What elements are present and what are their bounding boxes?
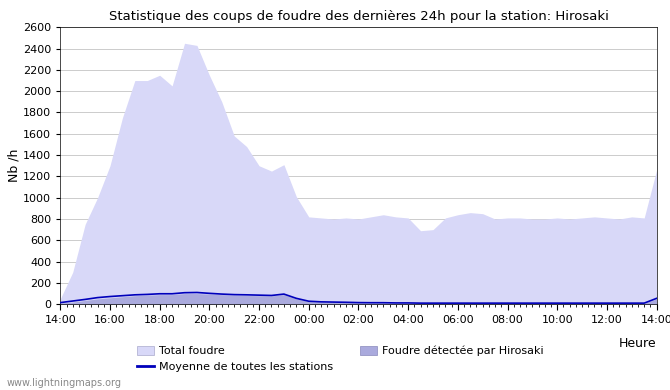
- Text: Heure: Heure: [619, 337, 657, 351]
- Legend: Total foudre, Moyenne de toutes les stations, Foudre détectée par Hirosaki: Total foudre, Moyenne de toutes les stat…: [137, 346, 543, 372]
- Y-axis label: Nb /h: Nb /h: [7, 149, 20, 183]
- Text: www.lightningmaps.org: www.lightningmaps.org: [7, 378, 122, 388]
- Title: Statistique des coups de foudre des dernières 24h pour la station: Hirosaki: Statistique des coups de foudre des dern…: [109, 11, 608, 23]
